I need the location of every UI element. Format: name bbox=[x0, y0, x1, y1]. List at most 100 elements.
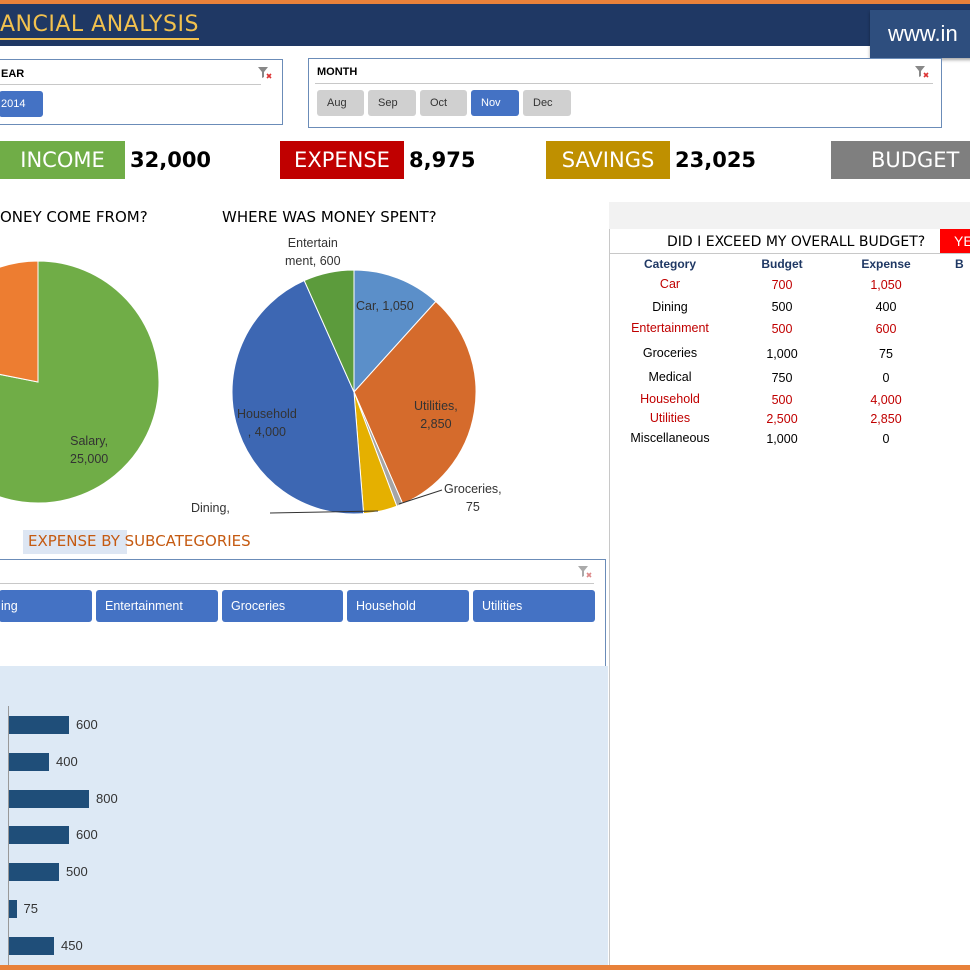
col-header-budget: Budget bbox=[761, 257, 803, 271]
bar-label-1: 400 bbox=[56, 753, 78, 769]
subcategory-slicer: ing Entertainment Groceries Household Ut… bbox=[0, 559, 606, 667]
page-title: ANCIAL ANALYSIS bbox=[0, 12, 199, 40]
bar-label-0: 600 bbox=[76, 717, 98, 732]
groceries-leader-line bbox=[398, 489, 443, 505]
savings-label: SAVINGS bbox=[546, 141, 670, 179]
pie-label-groceries: Groceries, 75 bbox=[444, 482, 502, 514]
income-chart-title: ONEY COME FROM? bbox=[0, 208, 148, 226]
pie-label-car: Car, 1,050 bbox=[356, 299, 414, 313]
cell-expense-entertainment: 600 bbox=[875, 322, 897, 336]
month-nov-button[interactable]: Nov bbox=[471, 90, 519, 116]
year-2014-button[interactable]: 2014 bbox=[0, 91, 43, 117]
expense-value: 8,975 bbox=[409, 148, 476, 172]
cell-category-medical: Medical bbox=[648, 370, 692, 384]
month-slicer: MONTH Aug Sep Oct Nov Dec bbox=[308, 58, 942, 128]
clear-filter-icon[interactable] bbox=[257, 66, 273, 80]
savings-value: 23,025 bbox=[675, 148, 757, 172]
pie-slice-household bbox=[231, 279, 365, 515]
subcategory-utilities-button[interactable]: Utilities bbox=[473, 590, 595, 622]
cell-budget-household: 500 bbox=[771, 393, 793, 407]
income-value: 32,000 bbox=[130, 148, 212, 172]
pie-label-household: Household , 4,000 bbox=[237, 407, 297, 439]
slicer-divider bbox=[0, 583, 594, 584]
month-oct-button[interactable]: Oct bbox=[420, 90, 467, 116]
cell-expense-medical: 0 bbox=[882, 371, 890, 385]
cell-expense-car: 1,050 bbox=[870, 278, 902, 292]
budget-question: DID I EXCEED MY OVERALL BUDGET? bbox=[667, 234, 926, 250]
bar-chart-axis bbox=[8, 706, 9, 966]
cell-expense-utilities: 2,850 bbox=[870, 412, 902, 426]
dining-leader-line bbox=[269, 510, 379, 514]
cell-expense-dining: 400 bbox=[875, 300, 897, 314]
cell-budget-medical: 750 bbox=[771, 371, 793, 385]
subcategory-dining-button[interactable]: ing bbox=[0, 590, 92, 622]
col-header-b: B bbox=[955, 257, 964, 271]
budget-panel-topbar bbox=[609, 202, 970, 229]
cell-category-utilities: Utilities bbox=[649, 411, 691, 425]
bar-label-5: 75 bbox=[23, 901, 38, 916]
cell-budget-dining: 500 bbox=[771, 300, 793, 314]
cell-budget-utilities: 2,500 bbox=[766, 412, 798, 426]
bar-label-3: 600 bbox=[76, 827, 98, 843]
bar-label-6: 450 bbox=[61, 937, 83, 953]
clear-filter-icon[interactable] bbox=[914, 65, 930, 79]
month-sep-button[interactable]: Sep bbox=[368, 90, 416, 116]
bar-label-2: 800 bbox=[96, 790, 118, 806]
cell-category-miscellaneous: Miscellaneous bbox=[630, 431, 710, 445]
cell-expense-groceries: 75 bbox=[879, 347, 893, 361]
income-pie-chart bbox=[0, 260, 160, 504]
pie-slice-other bbox=[0, 260, 39, 383]
bar-3 bbox=[9, 826, 69, 845]
cell-budget-miscellaneous: 1,000 bbox=[766, 432, 798, 446]
budget-answer-badge: YE bbox=[940, 229, 970, 254]
year-slicer-title: EAR bbox=[1, 68, 25, 80]
bar-1 bbox=[9, 752, 49, 771]
cell-budget-groceries: 1,000 bbox=[766, 347, 798, 361]
expense-pie-chart bbox=[231, 269, 477, 515]
col-header-category: Category bbox=[643, 257, 696, 271]
cell-category-entertainment: Entertainment bbox=[631, 321, 709, 335]
year-slicer: EAR 2014 bbox=[0, 59, 283, 125]
cell-budget-car: 700 bbox=[771, 278, 793, 292]
pie-label-dining: Dining, bbox=[191, 501, 230, 515]
cell-category-dining: Dining bbox=[652, 300, 688, 314]
bar-5 bbox=[9, 900, 17, 918]
pie-slice-car bbox=[353, 269, 437, 394]
cell-category-groceries: Groceries bbox=[642, 346, 698, 360]
month-dec-button[interactable]: Dec bbox=[523, 90, 571, 116]
subcategory-household-button[interactable]: Household bbox=[347, 590, 469, 622]
bar-6 bbox=[9, 936, 54, 955]
cell-expense-household: 4,000 bbox=[870, 393, 902, 407]
budget-table bbox=[609, 253, 970, 966]
bar-label-4: 500 bbox=[66, 864, 88, 880]
subcategory-bar-chart: 600 400 800 600 500 75 450 bbox=[0, 666, 608, 966]
subcategory-title-highlight bbox=[23, 530, 127, 554]
expense-chart-title: WHERE WAS MONEY SPENT? bbox=[222, 208, 437, 226]
website-banner[interactable]: www.in bbox=[870, 10, 970, 58]
expense-label: EXPENSE bbox=[280, 141, 404, 179]
subcategory-title: EXPENSE BY SUBCATEGORIES bbox=[28, 532, 251, 550]
pie-slice-salary bbox=[0, 260, 160, 504]
pie-label-salary: Salary, 25,000 bbox=[70, 434, 109, 466]
pie-label-entertainment: Entertain ment, 600 bbox=[285, 236, 341, 268]
slicer-divider bbox=[0, 84, 261, 85]
cell-category-household: Household bbox=[640, 392, 700, 406]
income-label: INCOME bbox=[0, 141, 125, 179]
pie-slice-utilities bbox=[353, 300, 477, 505]
cell-expense-miscellaneous: 0 bbox=[882, 432, 890, 446]
bar-0 bbox=[9, 716, 69, 734]
subcategory-entertainment-button[interactable]: Entertainment bbox=[96, 590, 218, 622]
slicer-divider bbox=[315, 83, 933, 84]
cell-budget-entertainment: 500 bbox=[771, 322, 793, 336]
subcategory-groceries-button[interactable]: Groceries bbox=[222, 590, 343, 622]
pie-slice-entertainment bbox=[303, 269, 355, 393]
pie-label-utilities: Utilities, 2,850 bbox=[414, 399, 458, 431]
top-border bbox=[0, 0, 970, 4]
clear-filter-icon[interactable] bbox=[577, 565, 593, 579]
bar-4 bbox=[9, 863, 59, 882]
col-header-expense: Expense bbox=[861, 257, 911, 271]
bottom-border bbox=[0, 965, 970, 970]
month-aug-button[interactable]: Aug bbox=[317, 90, 364, 116]
cell-category-car: Car bbox=[659, 277, 681, 291]
bar-2 bbox=[9, 789, 89, 808]
